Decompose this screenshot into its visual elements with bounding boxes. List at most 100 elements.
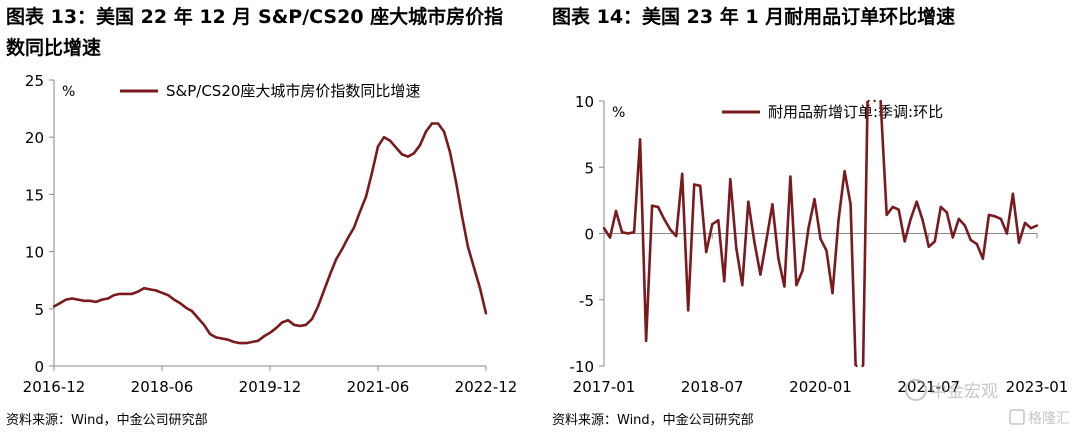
chart-left-legend-label: S&P/CS20座大城市房价指数同比增速 bbox=[166, 82, 420, 100]
chart-right-data-point bbox=[602, 227, 606, 230]
chart-left-data-point bbox=[388, 139, 392, 142]
chart-right-x-tick-label: 2017-01 bbox=[573, 378, 636, 396]
chart-left-data-point bbox=[202, 323, 206, 327]
chart-left-data-point bbox=[220, 337, 224, 340]
chart-left-data-point bbox=[100, 298, 104, 301]
chart-left-data-point bbox=[256, 339, 260, 343]
chart-left-data-point bbox=[484, 312, 488, 315]
chart-left-data-point bbox=[394, 146, 398, 149]
chart-left-data-point bbox=[340, 248, 344, 251]
chart-right-y-tick-label: 0 bbox=[584, 226, 594, 244]
chart-left-data-point bbox=[442, 130, 446, 133]
chart-left-data-point bbox=[310, 317, 314, 321]
chart-left-data-point bbox=[400, 153, 404, 156]
chart-right-data-point bbox=[819, 237, 822, 240]
chart-left-data-point bbox=[208, 332, 212, 336]
chart-right-data-point bbox=[753, 240, 756, 243]
chart-left-x-tick-label: 2016-12 bbox=[23, 378, 86, 396]
chart-right-legend-label: 耐用品新增订单:季调:环比 bbox=[768, 103, 943, 121]
chart-right-data-point bbox=[650, 204, 654, 207]
chart-right-data-point bbox=[825, 249, 828, 252]
chart-right-data-point bbox=[614, 209, 618, 213]
chart-right-data-point bbox=[981, 257, 985, 260]
chart-left-data-point bbox=[130, 292, 134, 296]
chart-left-data-point bbox=[112, 293, 116, 297]
chart-right-data-point bbox=[1017, 241, 1021, 244]
chart-left-data-point bbox=[58, 301, 62, 305]
chart-right-data-point bbox=[656, 205, 660, 209]
chart-right-data-point bbox=[891, 205, 894, 209]
chart-left-data-point bbox=[460, 214, 464, 218]
chart-right-data-point bbox=[693, 183, 696, 186]
chart-right-data-point bbox=[674, 234, 678, 238]
chart-left-data-point bbox=[358, 210, 362, 213]
chart-right-data-point bbox=[861, 364, 864, 368]
chart-right-data-point bbox=[915, 200, 918, 203]
chart-right-x-tick-label: 2018-07 bbox=[681, 378, 744, 396]
chart-left-data-point bbox=[214, 336, 218, 339]
chart-left-data-point bbox=[472, 266, 476, 269]
chart-left-data-point bbox=[226, 338, 230, 341]
chart-right-data-point bbox=[1029, 227, 1033, 230]
chart-right-data-point bbox=[873, 99, 876, 103]
chart-right-data-point bbox=[668, 228, 672, 231]
chart-left-data-point bbox=[448, 150, 452, 154]
chart-left-data-point bbox=[280, 321, 284, 324]
chart-right-y-tick-label: 5 bbox=[584, 159, 594, 177]
chart-right-data-point bbox=[729, 177, 732, 181]
chart-left-data-point bbox=[118, 292, 122, 296]
chart-right-data-point bbox=[717, 219, 720, 222]
chart-right-data-point bbox=[963, 224, 967, 227]
chart-left-data-point bbox=[94, 300, 98, 304]
chart-left-data-point bbox=[172, 298, 176, 301]
chart-right-y-tick-label: 10 bbox=[575, 93, 594, 111]
chart-left-data-point bbox=[106, 297, 110, 300]
chart-left-x-tick-label: 2022-12 bbox=[455, 378, 518, 396]
chart-right-data-point bbox=[867, 99, 870, 103]
chart-left-x-tick-label: 2021-06 bbox=[347, 378, 410, 396]
chart-left-data-point bbox=[274, 327, 278, 330]
chart-left-data-point bbox=[178, 301, 182, 305]
chart-right-data-point bbox=[999, 217, 1003, 221]
chart-right-data-point bbox=[993, 215, 997, 218]
chart-right-data-point bbox=[951, 236, 955, 239]
chart-left-data-point bbox=[328, 273, 332, 276]
chart-right-y-tick-label: -10 bbox=[570, 358, 595, 376]
chart-left-data-point bbox=[436, 122, 440, 125]
chart-right-data-point bbox=[921, 219, 924, 222]
chart-right-data-point bbox=[759, 273, 762, 276]
chart-left-data-point bbox=[82, 299, 86, 302]
chart-right-data-point bbox=[933, 240, 936, 243]
chart-right-x-tick-label: 2020-01 bbox=[789, 378, 852, 396]
chart-left-data-point bbox=[364, 195, 368, 198]
chart-left-data-point bbox=[430, 122, 434, 125]
chart-left-data-point bbox=[250, 340, 254, 344]
chart-left-data-point bbox=[142, 287, 146, 290]
chart-right-data-point bbox=[771, 203, 774, 206]
chart-left-data-point bbox=[64, 298, 68, 301]
chart-left-data-point bbox=[148, 288, 152, 291]
chart-left-data-point bbox=[244, 341, 248, 345]
chart-left-data-point bbox=[406, 155, 410, 158]
chart-right-data-point bbox=[777, 257, 780, 260]
chart-right-data-point bbox=[927, 245, 930, 248]
chart-left-data-point bbox=[322, 289, 326, 292]
chart-right-x-tick-label: 2021-07 bbox=[897, 378, 960, 396]
chart-left-data-point bbox=[76, 298, 80, 301]
chart-right-data-point bbox=[795, 283, 798, 287]
chart-right-title: 图表 14：美国 23 年 1 月耐用品订单环比增速 bbox=[552, 6, 956, 28]
chart-left-data-point bbox=[304, 323, 308, 327]
chart-right-data-point bbox=[1005, 232, 1009, 235]
chart-left-data-point bbox=[52, 305, 56, 308]
chart-left-data-point bbox=[136, 290, 140, 293]
chart-right-series-line bbox=[602, 101, 1038, 366]
chart-right-data-point bbox=[957, 217, 961, 221]
chart-left-y-tick-label: 25 bbox=[25, 72, 44, 90]
chart-right-data-point bbox=[945, 211, 948, 214]
chart-right-data-point bbox=[608, 236, 612, 239]
chart-right-data-point bbox=[1035, 224, 1039, 227]
chart-left-title: 图表 13：美国 22 年 12 月 S&P/CS20 座大城市房价指数同比增速 bbox=[6, 6, 504, 59]
chart-left-data-point bbox=[298, 324, 302, 328]
chart-right-data-point bbox=[638, 138, 642, 141]
